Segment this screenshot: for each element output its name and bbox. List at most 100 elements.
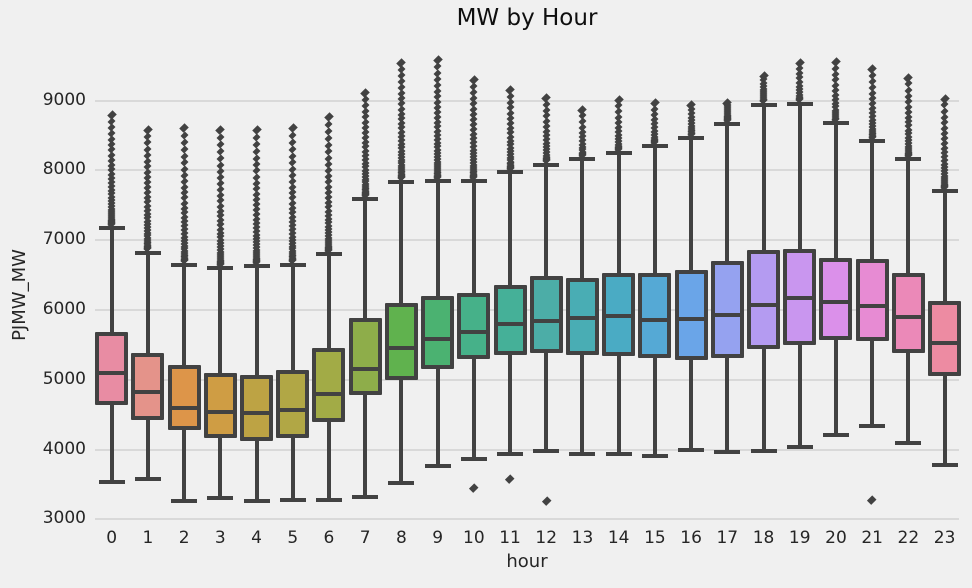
outlier-diamond-hour-1	[143, 145, 152, 154]
median-line-hour-22	[895, 314, 921, 319]
whisker-cap-high-hour-20	[822, 121, 849, 126]
outlier-diamond-hour-4	[252, 173, 261, 182]
y-tick-label-4000: 4000	[42, 438, 86, 459]
box-hour-7	[348, 318, 382, 396]
whisker-cap-low-hour-22	[895, 440, 922, 445]
whisker-cap-high-hour-15	[641, 143, 668, 148]
outlier-diamond-low-hour-21	[867, 495, 877, 505]
median-line-hour-11	[497, 321, 523, 326]
outlier-diamond-hour-4	[252, 154, 261, 162]
whisker-cap-high-hour-9	[424, 179, 451, 184]
x-tick-label-22: 22	[897, 528, 920, 548]
whisker-cap-low-hour-19	[786, 445, 813, 450]
box-hour-16	[674, 269, 708, 361]
box-hour-2	[167, 365, 201, 430]
outlier-diamond-hour-10	[469, 74, 479, 85]
x-tick-label-13: 13	[571, 528, 594, 548]
whisker-cap-low-hour-1	[134, 476, 161, 481]
x-tick-label-10: 10	[463, 528, 485, 548]
outlier-diamond-hour-2	[179, 123, 189, 133]
whisker-cap-high-hour-19	[786, 101, 813, 106]
outlier-diamond-hour-22	[904, 86, 913, 95]
x-tick-label-19: 19	[788, 528, 811, 548]
whisker-cap-low-hour-4	[243, 499, 270, 504]
box-hour-11	[493, 284, 527, 355]
whisker-cap-high-hour-18	[750, 102, 777, 107]
outlier-diamond-hour-20	[831, 81, 840, 90]
x-axis-label: hour	[506, 551, 548, 572]
outlier-diamond-hour-23	[939, 93, 950, 104]
median-line-hour-1	[135, 390, 161, 395]
median-line-hour-14	[606, 313, 632, 318]
x-tick-label-9: 9	[432, 528, 444, 548]
whisker-cap-low-hour-7	[352, 495, 379, 500]
median-line-hour-13	[569, 315, 595, 320]
whisker-cap-low-hour-16	[678, 447, 705, 452]
x-tick-label-0: 0	[106, 528, 118, 548]
median-line-hour-10	[461, 329, 487, 334]
x-tick-label-8: 8	[395, 528, 407, 548]
outlier-diamond-hour-19	[794, 57, 805, 68]
outlier-diamond-hour-2	[180, 145, 189, 154]
whisker-cap-low-hour-23	[931, 462, 958, 467]
gridline-9000	[95, 99, 959, 102]
gridline-5000	[95, 378, 959, 381]
whisker-cap-low-hour-21	[859, 423, 886, 428]
box-hour-18	[747, 249, 781, 350]
outlier-diamond-hour-7	[360, 88, 370, 98]
gridline-3000	[95, 518, 959, 521]
outlier-diamond-hour-6	[324, 127, 333, 136]
x-tick-label-2: 2	[178, 528, 190, 548]
median-line-hour-15	[642, 318, 668, 323]
x-tick-label-3: 3	[214, 528, 226, 548]
outlier-diamond-hour-6	[324, 141, 333, 150]
x-tick-label-16: 16	[680, 528, 702, 548]
whisker-cap-low-hour-12	[533, 448, 560, 453]
x-tick-label-23: 23	[933, 528, 956, 548]
y-tick-label-3000: 3000	[42, 508, 86, 529]
outlier-diamond-hour-14	[613, 94, 624, 105]
whisker-cap-high-hour-1	[134, 250, 161, 255]
y-tick-label-9000: 9000	[42, 89, 86, 110]
outlier-diamond-hour-5	[288, 165, 297, 174]
box-hour-17	[710, 261, 744, 359]
outlier-diamond-hour-3	[215, 125, 226, 135]
x-tick-label-15: 15	[644, 528, 666, 548]
outlier-diamond-hour-11	[505, 85, 515, 95]
whisker-cap-high-hour-14	[605, 150, 632, 155]
box-hour-8	[384, 302, 418, 380]
outlier-diamond-hour-20	[831, 56, 841, 67]
outlier-diamond-hour-5	[288, 138, 297, 147]
outlier-diamond-hour-8	[396, 58, 407, 68]
x-tick-label-18: 18	[752, 528, 775, 548]
whisker-cap-high-hour-10	[460, 178, 487, 183]
outlier-diamond-hour-4	[251, 125, 262, 135]
whisker-cap-low-hour-20	[822, 432, 849, 437]
gridline-8000	[95, 169, 959, 172]
median-line-hour-21	[859, 303, 885, 308]
box-hour-4	[240, 374, 274, 442]
outlier-diamond-hour-3	[216, 147, 225, 156]
box-hour-20	[819, 257, 853, 340]
median-line-hour-19	[787, 296, 813, 301]
outlier-diamond-hour-6	[324, 134, 333, 143]
box-hour-6	[312, 348, 346, 422]
outlier-diamond-hour-13	[577, 104, 588, 115]
x-tick-label-11: 11	[499, 528, 521, 548]
whisker-cap-high-hour-12	[533, 162, 560, 167]
whisker-cap-high-hour-5	[279, 262, 306, 267]
box-hour-23	[928, 300, 962, 376]
gridline-6000	[95, 308, 959, 311]
outlier-diamond-hour-2	[180, 131, 189, 140]
x-tick-label-12: 12	[535, 528, 558, 548]
outlier-diamond-hour-6	[324, 111, 334, 122]
whisker-cap-high-hour-8	[388, 179, 415, 184]
median-line-hour-8	[388, 345, 414, 350]
outlier-diamond-hour-6	[324, 147, 333, 156]
median-line-hour-5	[280, 408, 306, 413]
box-hour-0	[95, 332, 129, 405]
median-line-hour-6	[316, 391, 342, 396]
median-line-hour-12	[533, 319, 559, 324]
